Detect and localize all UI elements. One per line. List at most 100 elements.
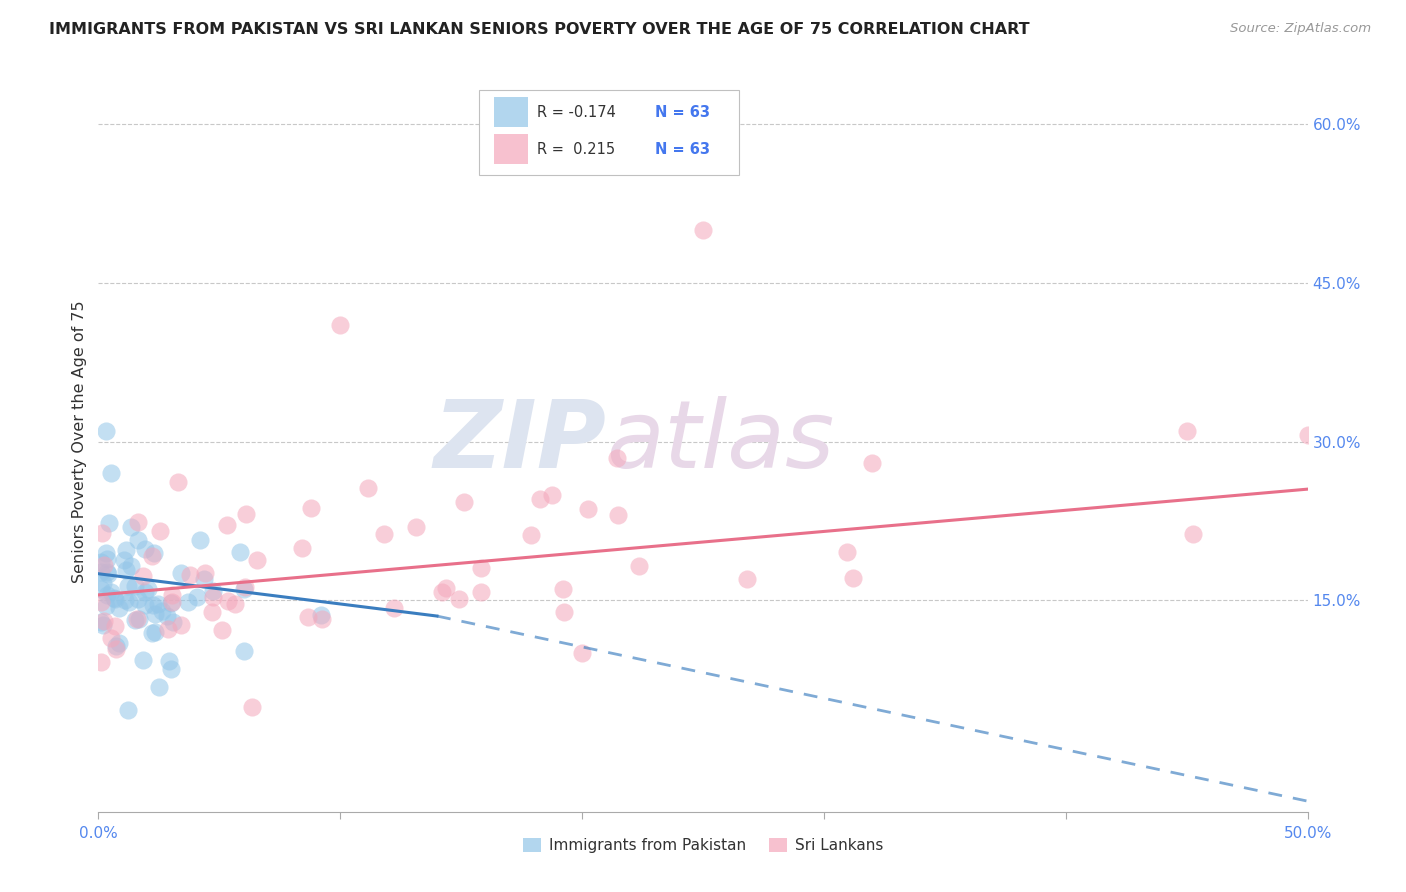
Point xyxy=(141,626,163,640)
Point xyxy=(115,563,138,577)
Point xyxy=(90,615,112,630)
Point xyxy=(104,592,127,607)
Point xyxy=(149,524,172,538)
Point xyxy=(200,605,222,619)
Point xyxy=(91,525,114,540)
Text: Source: ZipAtlas.com: Source: ZipAtlas.com xyxy=(1230,22,1371,36)
Point xyxy=(309,608,332,623)
Point xyxy=(290,541,312,556)
Point xyxy=(215,518,238,533)
Point xyxy=(835,545,858,559)
Bar xyxy=(494,135,527,164)
Point xyxy=(94,424,117,438)
Point xyxy=(134,599,156,613)
Point xyxy=(232,582,254,597)
Point xyxy=(103,619,125,633)
Point xyxy=(127,515,149,529)
Point xyxy=(108,636,131,650)
Point xyxy=(628,559,651,574)
Point xyxy=(94,599,117,613)
Point xyxy=(90,565,112,579)
Point xyxy=(529,491,551,506)
Bar xyxy=(494,97,527,127)
Point xyxy=(606,508,628,523)
Point xyxy=(1175,424,1198,438)
Point xyxy=(145,625,167,640)
Point xyxy=(553,605,575,619)
Point xyxy=(115,543,138,558)
Point xyxy=(169,566,191,580)
Point xyxy=(150,604,173,618)
Point xyxy=(470,584,492,599)
Point xyxy=(606,451,628,466)
Point xyxy=(117,703,139,717)
Point xyxy=(211,624,233,638)
Legend: Immigrants from Pakistan, Sri Lankans: Immigrants from Pakistan, Sri Lankans xyxy=(517,832,889,860)
Point xyxy=(120,558,142,573)
Point xyxy=(447,592,470,607)
Point xyxy=(202,590,225,604)
Point xyxy=(134,541,156,556)
Point xyxy=(136,582,159,596)
Point xyxy=(108,600,131,615)
Point xyxy=(104,642,127,657)
Point xyxy=(737,573,759,587)
Point xyxy=(160,595,183,609)
Point xyxy=(430,585,453,599)
Point xyxy=(357,481,380,495)
Point xyxy=(100,631,122,645)
Point xyxy=(100,467,122,481)
Point xyxy=(186,590,208,604)
Point xyxy=(97,566,120,581)
Point xyxy=(148,597,170,611)
Point xyxy=(519,528,541,542)
Text: N = 63: N = 63 xyxy=(655,142,710,157)
Point xyxy=(382,601,405,615)
Point xyxy=(143,607,166,622)
Point xyxy=(155,609,177,624)
Point xyxy=(93,614,115,628)
Point xyxy=(127,592,149,607)
Point xyxy=(157,654,180,668)
Point xyxy=(90,595,112,609)
Text: N = 63: N = 63 xyxy=(655,104,710,120)
Point xyxy=(124,579,146,593)
Point xyxy=(217,594,239,608)
Point xyxy=(93,558,115,573)
Point xyxy=(551,582,574,596)
Point xyxy=(194,566,217,580)
Point xyxy=(127,611,149,625)
Point xyxy=(246,553,269,567)
Text: ZIP: ZIP xyxy=(433,395,606,488)
Point xyxy=(100,584,122,599)
Point xyxy=(311,612,333,626)
Point xyxy=(576,501,599,516)
Point xyxy=(103,591,125,606)
Point xyxy=(470,561,492,575)
Point xyxy=(233,580,256,594)
Point xyxy=(193,572,215,586)
Point xyxy=(160,588,183,602)
Point xyxy=(1296,428,1319,442)
Point xyxy=(91,576,114,591)
Point xyxy=(541,488,564,502)
Point xyxy=(104,639,127,653)
Point xyxy=(142,598,165,612)
Point xyxy=(166,475,188,489)
Point xyxy=(120,520,142,534)
Point xyxy=(202,584,225,599)
Point xyxy=(453,495,475,509)
Point xyxy=(299,500,322,515)
Text: R = -0.174: R = -0.174 xyxy=(537,104,616,120)
Point xyxy=(405,520,427,534)
Point xyxy=(141,549,163,563)
Point xyxy=(96,552,118,566)
Point xyxy=(232,644,254,658)
Point xyxy=(90,655,112,669)
Point xyxy=(188,533,211,548)
Point xyxy=(159,662,181,676)
Text: R =  0.215: R = 0.215 xyxy=(537,142,616,157)
Point xyxy=(114,593,136,607)
Point xyxy=(91,618,114,632)
Point xyxy=(373,527,395,541)
